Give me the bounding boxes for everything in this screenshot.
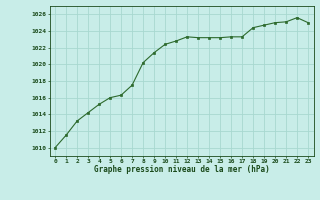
X-axis label: Graphe pression niveau de la mer (hPa): Graphe pression niveau de la mer (hPa) bbox=[94, 165, 269, 174]
